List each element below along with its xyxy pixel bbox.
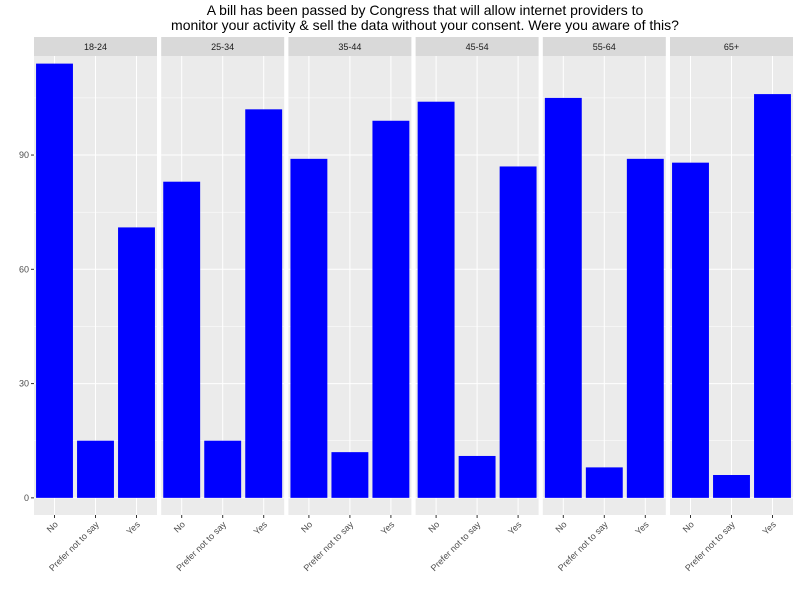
facet-strip-label: 25-34 (211, 42, 234, 52)
facet-strip (288, 37, 412, 56)
facet-strip-label: 45-54 (466, 42, 489, 52)
x-tick-label: No (426, 519, 441, 534)
y-tick-label: 0 (24, 493, 29, 503)
bar (245, 109, 283, 498)
chart-title: A bill has been passed by Congress that … (0, 3, 800, 33)
x-tick-label: Yes (252, 519, 270, 537)
bar (585, 467, 623, 498)
bar (672, 162, 709, 498)
x-tick-label: Yes (633, 519, 651, 537)
facet-strip (34, 37, 157, 56)
bar (36, 63, 73, 498)
x-tick-label: Yes (379, 519, 397, 537)
chart-title-line-1: A bill has been passed by Congress that … (206, 2, 644, 18)
x-tick-label: No (45, 519, 60, 534)
facet-strip (415, 37, 539, 56)
bar (417, 101, 455, 498)
x-tick-label: No (299, 519, 314, 534)
facet-strip-label: 35-44 (338, 42, 361, 52)
bar (331, 452, 369, 498)
bar (544, 97, 582, 498)
bar (754, 94, 791, 498)
x-tick-label: Yes (124, 519, 142, 537)
bar (372, 120, 410, 498)
bar (499, 166, 537, 498)
facet-strip-label: 55-64 (593, 42, 616, 52)
y-tick-label: 60 (19, 264, 29, 274)
facet-strip (670, 37, 793, 56)
x-tick-label: No (172, 519, 187, 534)
y-tick-label: 30 (19, 379, 29, 389)
bar (713, 475, 750, 498)
facet-strip-label: 18-24 (84, 42, 107, 52)
x-tick-label: Yes (760, 519, 778, 537)
facet-strip-label: 65+ (724, 42, 739, 52)
facet-strip (161, 37, 285, 56)
y-tick-label: 90 (19, 150, 29, 160)
bar (204, 440, 242, 498)
x-tick-label: No (681, 519, 696, 534)
bar (458, 455, 496, 498)
x-tick-label: Yes (506, 519, 524, 537)
chart-title-line-2: monitor your activity & sell the data wi… (171, 17, 679, 33)
bar (626, 158, 664, 498)
bar (163, 181, 201, 498)
bar (118, 227, 155, 498)
bar (290, 158, 328, 498)
bar (77, 440, 114, 498)
facet-strip (542, 37, 666, 56)
x-tick-label: No (554, 519, 569, 534)
